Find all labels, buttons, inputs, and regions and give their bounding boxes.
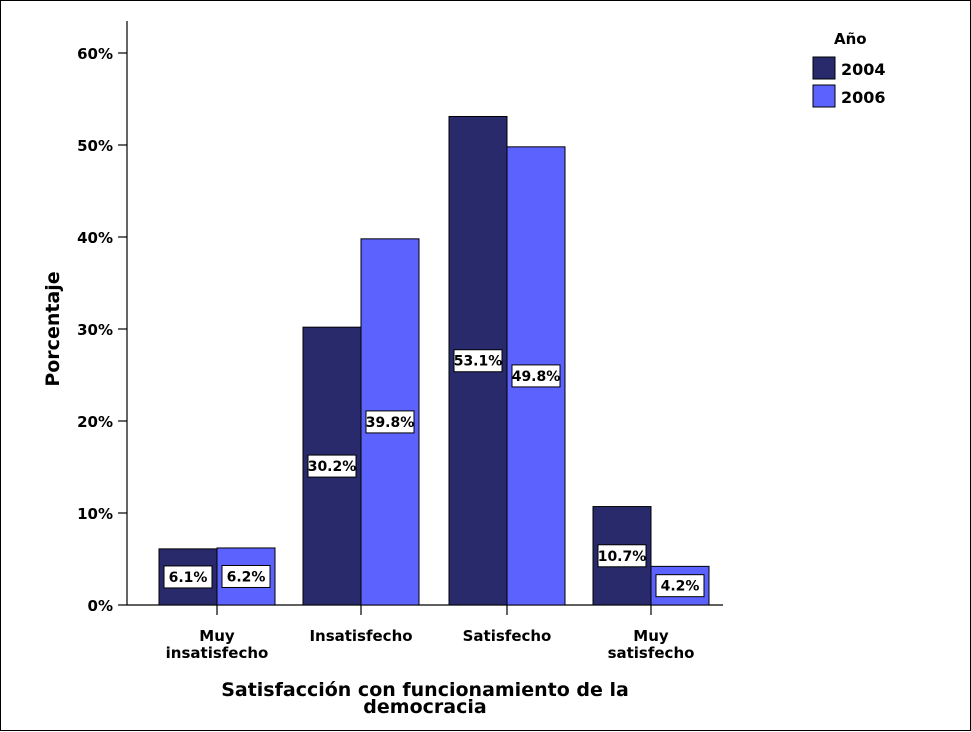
data-label: 30.2% — [308, 459, 357, 475]
y-tick-label: 50% — [77, 137, 113, 155]
y-tick-label: 20% — [77, 413, 113, 431]
data-label-box — [511, 364, 561, 388]
data-label-box — [163, 565, 213, 589]
y-tick-label: 30% — [77, 321, 113, 339]
legend-label: 2006 — [841, 88, 886, 107]
legend-swatch-2006 — [812, 84, 836, 108]
legend-label: 2004 — [841, 60, 886, 79]
data-label: 4.2% — [661, 579, 700, 595]
data-label-box — [307, 454, 357, 478]
data-label: 53.1% — [454, 354, 503, 370]
data-label: 49.8% — [512, 369, 561, 385]
data-label: 6.1% — [169, 570, 208, 586]
y-tick-label: 60% — [77, 45, 113, 63]
x-tick-label: Satisfecho — [463, 627, 552, 645]
data-label: 39.8% — [366, 415, 415, 431]
data-label-box — [597, 544, 647, 568]
data-label-box — [221, 564, 271, 588]
data-label-box — [365, 410, 415, 434]
x-axis-title: Satisfacción con funcionamiento de la — [221, 679, 629, 701]
y-tick-label: 0% — [88, 597, 113, 615]
x-tick-label: insatisfecho — [166, 644, 269, 662]
y-tick-label: 10% — [77, 505, 113, 523]
legend-title: Año — [834, 30, 867, 48]
x-tick-label: satisfecho — [608, 644, 695, 662]
data-label: 6.2% — [227, 569, 266, 585]
data-label-box — [655, 574, 705, 598]
data-label-box — [453, 349, 503, 373]
y-axis-title: Porcentaje — [42, 271, 64, 386]
data-label: 10.7% — [598, 549, 647, 565]
x-tick-label: Insatisfecho — [309, 627, 412, 645]
x-tick-label: Muy — [199, 627, 235, 645]
x-axis-title: democracia — [363, 696, 486, 718]
legend-swatch-2004 — [812, 56, 836, 80]
y-tick-label: 40% — [77, 229, 113, 247]
x-tick-label: Muy — [633, 627, 669, 645]
